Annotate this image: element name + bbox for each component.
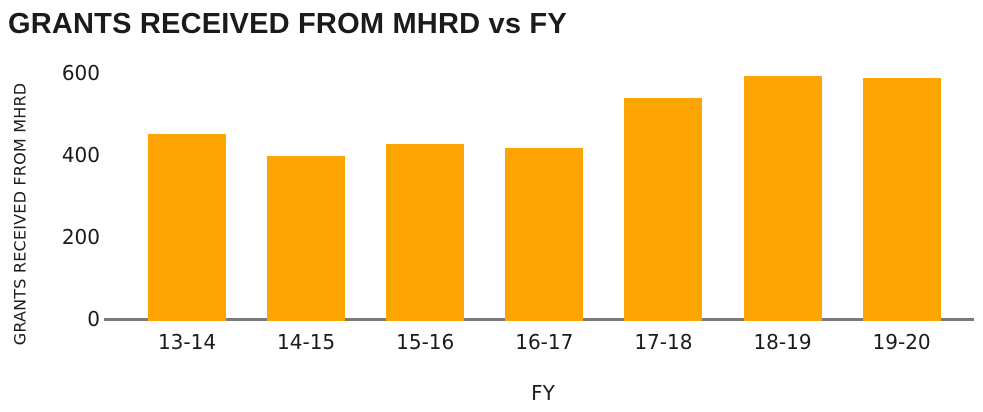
bar-18-19	[743, 75, 822, 321]
y-tick-label: 600	[61, 60, 100, 85]
x-tick-label: 19-20	[872, 330, 931, 354]
y-tick-label: 200	[61, 224, 100, 249]
x-tick-label: 17-18	[634, 330, 693, 354]
bar-19-20	[862, 78, 941, 321]
bar-17-18	[624, 98, 703, 321]
x-tick-label: 15-16	[396, 330, 455, 354]
y-axis-title: GRANTS RECEIVED FROM MHRD	[10, 82, 30, 346]
x-tick-label: 16-17	[515, 330, 574, 354]
x-tick-label: 13-14	[157, 330, 217, 354]
bar-13-14	[148, 133, 226, 321]
x-axis-title: FY	[531, 381, 555, 405]
x-tick-label: 18-19	[753, 330, 812, 354]
y-tick-label: 400	[61, 142, 100, 167]
chart-title: GRANTS RECEIVED FROM MHRD vs FY	[8, 8, 567, 40]
bar-16-17	[505, 148, 584, 321]
bar-14-15	[267, 156, 346, 321]
bar-15-16	[386, 143, 465, 321]
y-tick-label: 0	[87, 306, 100, 331]
x-tick-label: 14-15	[277, 330, 336, 354]
